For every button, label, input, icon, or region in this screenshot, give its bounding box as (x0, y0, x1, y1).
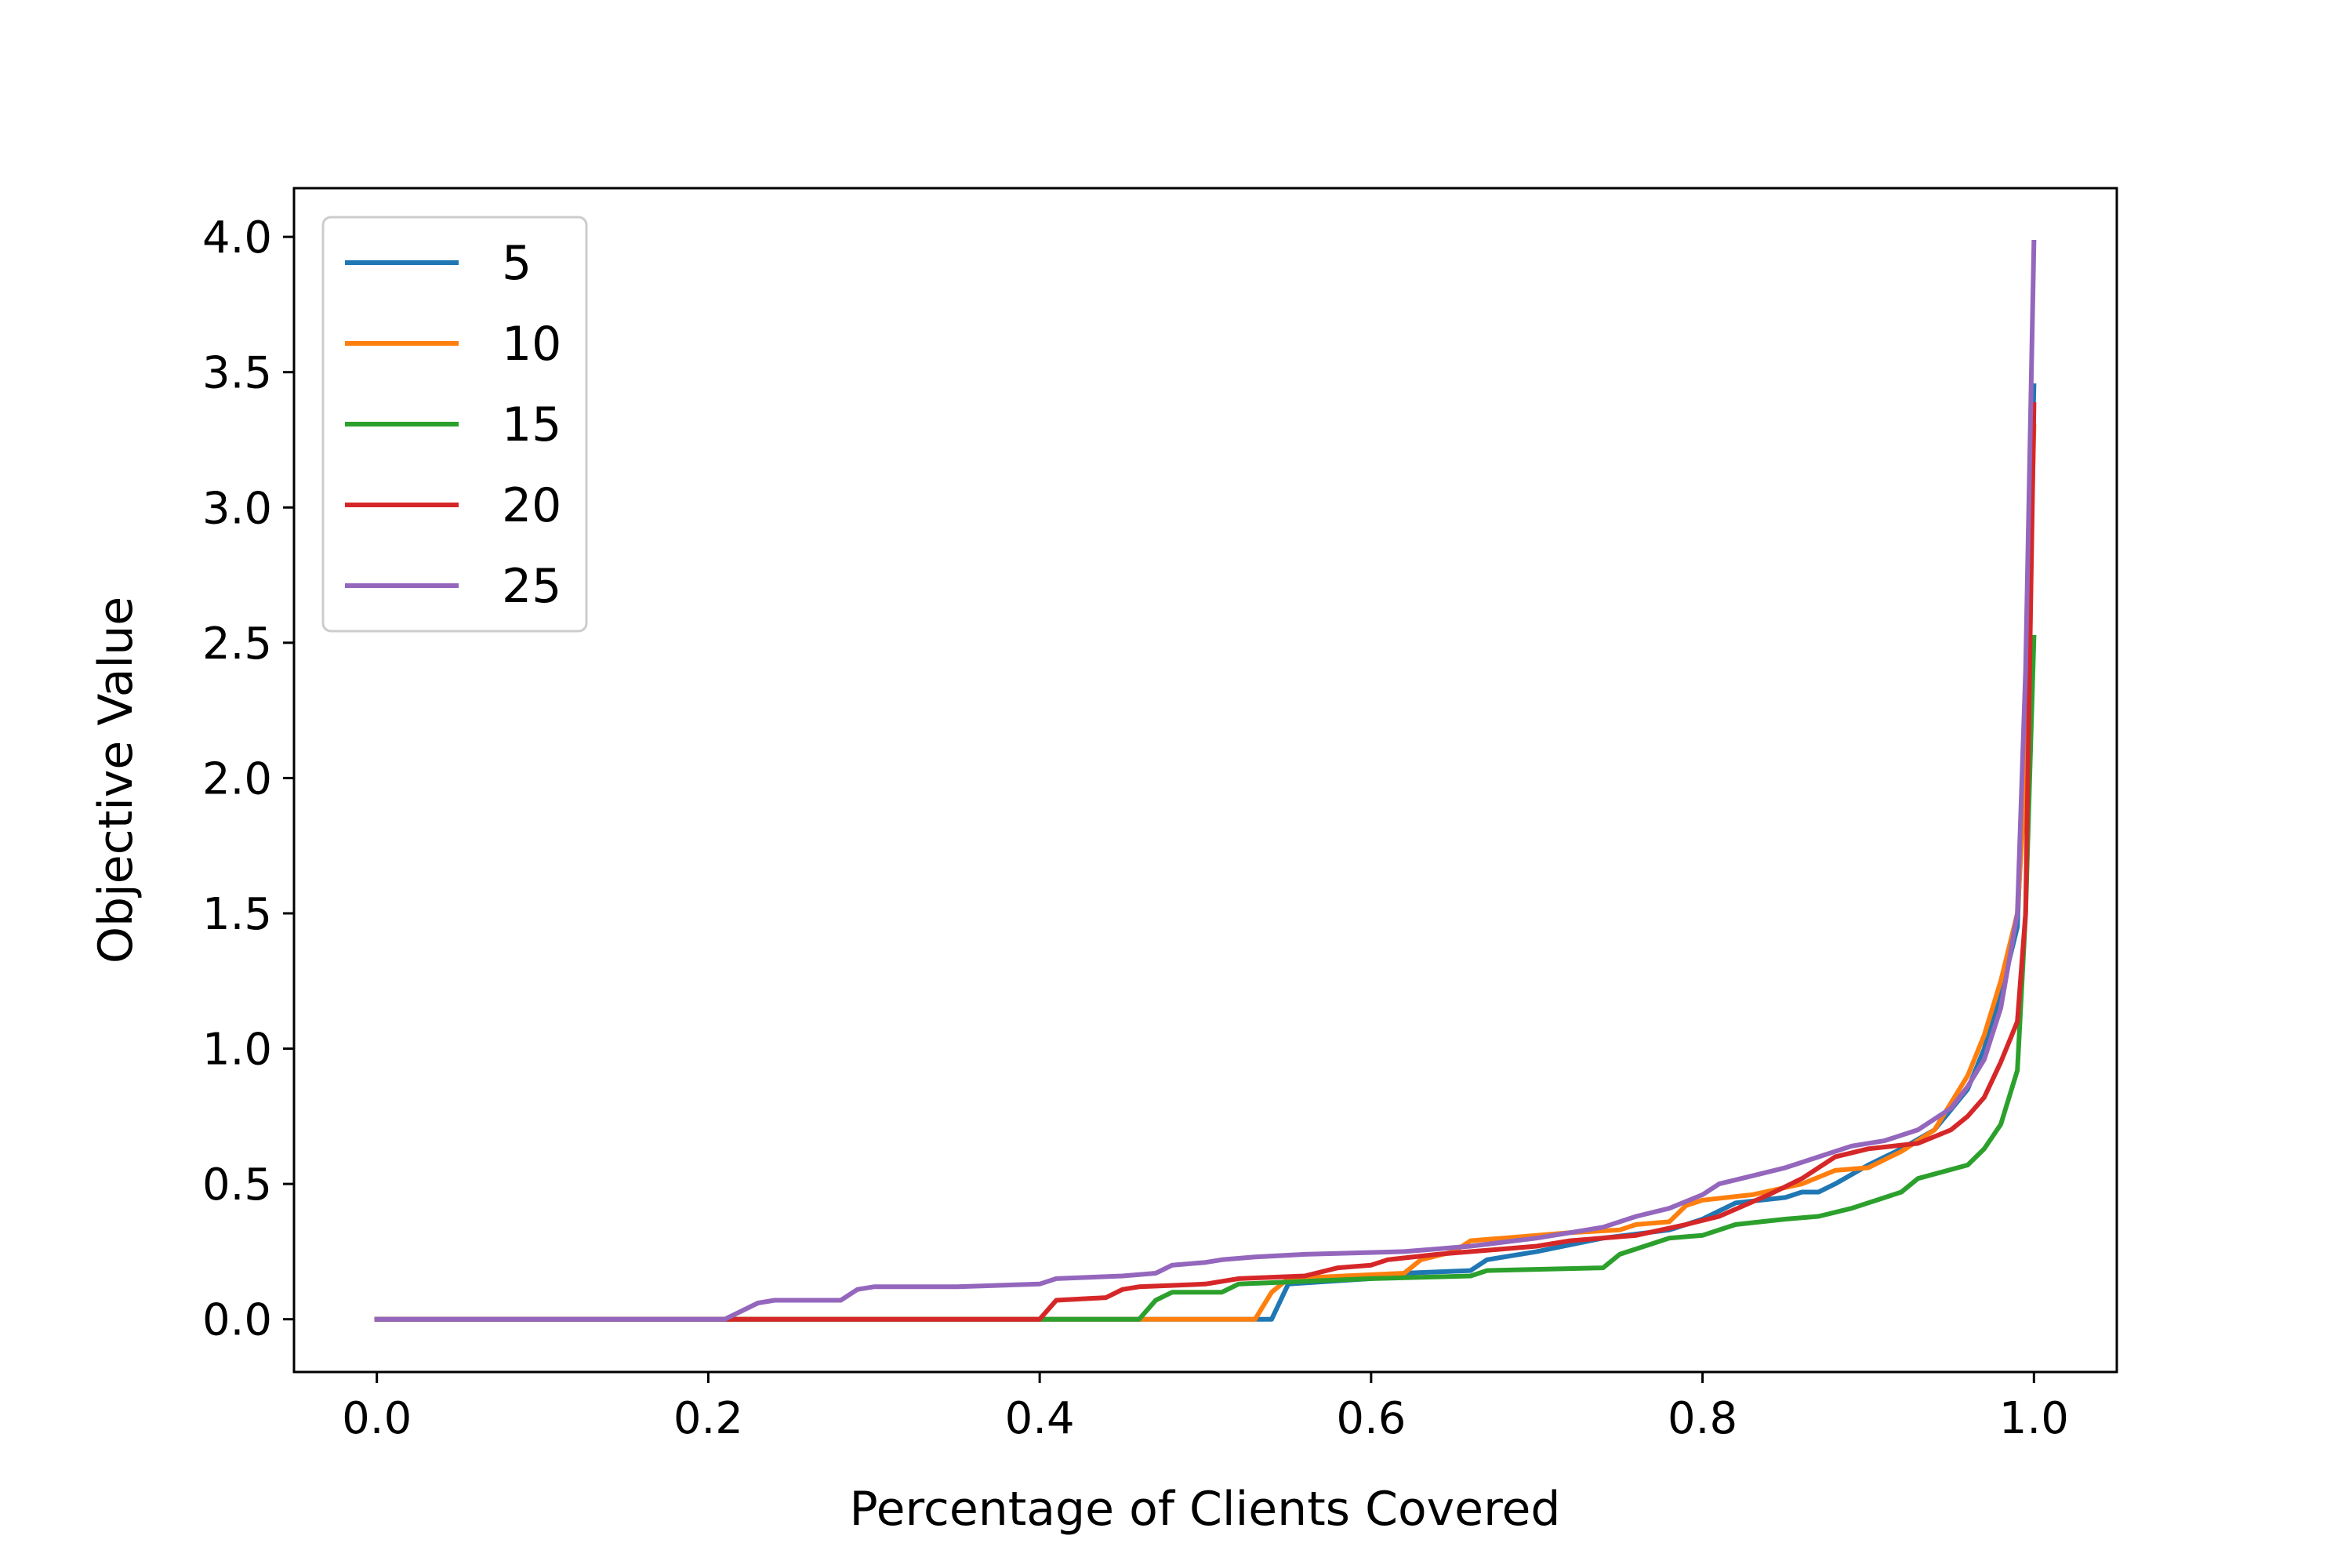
y-tick-label: 2.0 (202, 753, 272, 804)
y-tick-label: 0.0 (202, 1295, 272, 1346)
y-tick-label: 1.0 (202, 1025, 272, 1076)
y-axis-ticks: 0.0 0.5 1.0 1.5 2.0 2.5 3.0 3.5 4.0 (202, 212, 294, 1346)
x-tick-label: 0.4 (1005, 1393, 1075, 1444)
x-tick-label: 1.0 (1999, 1393, 2069, 1444)
legend-label-20: 20 (502, 478, 561, 533)
series-line-15 (374, 634, 2037, 1322)
series-line-25 (374, 239, 2037, 1322)
x-tick-label: 0.0 (342, 1393, 412, 1444)
y-tick-label: 3.5 (202, 348, 272, 399)
x-tick-label: 0.8 (1668, 1393, 1737, 1444)
y-tick-label: 1.5 (202, 889, 272, 940)
x-tick-label: 0.2 (673, 1393, 743, 1444)
series-line-10 (374, 423, 2037, 1322)
x-axis-ticks: 0.0 0.2 0.4 0.6 0.8 1.0 (342, 1372, 2069, 1444)
legend: 5 10 15 20 25 (321, 216, 588, 633)
x-axis-label: Percentage of Clients Covered (850, 1482, 1561, 1537)
plot-area-frame (292, 187, 2118, 1374)
legend-label-15: 15 (502, 397, 561, 452)
x-tick-label: 0.6 (1336, 1393, 1406, 1444)
legend-label-5: 5 (502, 236, 532, 291)
y-tick-label: 3.0 (202, 483, 272, 534)
y-tick-label: 2.5 (202, 619, 272, 670)
y-axis-label: Objective Value (89, 597, 143, 964)
legend-label-10: 10 (502, 317, 561, 372)
series-line-20 (374, 402, 2037, 1322)
series-layer (374, 239, 2037, 1322)
y-tick-label: 0.5 (202, 1160, 272, 1210)
legend-label-25: 25 (502, 559, 561, 614)
y-tick-label: 4.0 (202, 212, 272, 263)
